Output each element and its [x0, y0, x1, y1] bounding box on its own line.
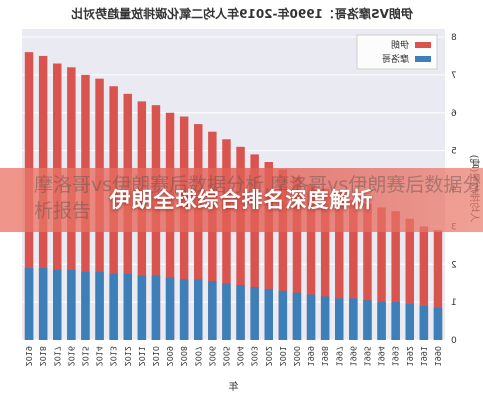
bar [306, 294, 316, 340]
x-tick-label: 2001 [278, 346, 287, 366]
banner-headline: 伊朗全球综合排名深度解析 [109, 188, 374, 212]
x-tick-label: 1992 [405, 346, 414, 366]
bar [433, 230, 443, 340]
bar [419, 226, 429, 340]
bar [264, 288, 273, 340]
bar [109, 273, 118, 340]
x-tick-label: 1994 [377, 346, 386, 366]
bar [377, 302, 386, 340]
x-tick-label: 2009 [165, 346, 174, 366]
y-tick-label: 5 [451, 147, 457, 157]
x-tick-label: 2012 [123, 346, 132, 366]
bar [194, 279, 203, 340]
bar [208, 131, 217, 340]
x-axis-label: 年 [229, 380, 239, 393]
legend-swatch [415, 42, 431, 48]
bar [194, 124, 203, 340]
bar [405, 304, 414, 340]
x-tick-label: 2005 [221, 346, 230, 366]
x-tick-label: 2011 [137, 346, 146, 366]
bar [292, 177, 302, 340]
x-tick-label: 2002 [264, 346, 273, 366]
x-tick-label: 2019 [24, 346, 33, 366]
bar [320, 296, 330, 340]
legend-label: 伊朗 [391, 39, 409, 51]
x-tick-label: 1990 [433, 346, 442, 366]
bar [363, 300, 372, 340]
banner-text: 摩洛哥vs伊朗赛后数据分析,摩洛哥vs伊朗赛后数据分析报告 [34, 174, 482, 222]
bar [222, 283, 231, 340]
bar [151, 275, 161, 340]
bar [320, 188, 330, 340]
bar [419, 305, 429, 340]
bar [292, 292, 302, 340]
x-tick-label: 1998 [320, 346, 329, 366]
x-tick-label: 2015 [80, 346, 89, 366]
bar [391, 211, 400, 340]
bar [95, 271, 104, 340]
x-tick-label: 1997 [334, 346, 343, 366]
bar [81, 271, 90, 340]
bar [38, 268, 48, 340]
bar [67, 269, 76, 340]
y-tick-label: 7 [451, 71, 457, 81]
bar [250, 154, 259, 340]
bar [391, 302, 400, 340]
bar [53, 269, 62, 340]
y-tick-label: 6 [451, 109, 457, 119]
y-tick-label: 2 [451, 260, 457, 270]
bar [349, 298, 358, 340]
bar [433, 307, 443, 340]
banner: 摩洛哥vs伊朗赛后数据分析,摩洛哥vs伊朗赛后数据分析报告 伊朗全球综合排名深度… [0, 168, 483, 232]
x-tick-label: 1999 [306, 346, 315, 366]
bar [24, 268, 34, 340]
x-tick-label: 2013 [109, 346, 118, 366]
x-tick-label: 2018 [38, 346, 47, 366]
legend-swatch [415, 56, 431, 62]
y-tick-label: 0 [451, 336, 457, 346]
x-tick-label: 2004 [236, 346, 245, 366]
x-tick-label: 1991 [419, 346, 428, 366]
legend-box [356, 34, 438, 70]
y-tick-label: 1 [451, 298, 457, 308]
x-tick-label: 2016 [66, 346, 75, 366]
bar [179, 279, 189, 340]
x-tick-label: 1993 [391, 346, 400, 366]
x-tick-label: 2017 [52, 346, 61, 366]
bar [335, 192, 344, 340]
x-tick-label: 2006 [207, 346, 216, 366]
x-tick-label: 1995 [362, 346, 371, 366]
bar [363, 203, 372, 340]
bar [137, 275, 147, 340]
x-tick-label: 2007 [193, 346, 202, 366]
bar [165, 277, 175, 340]
bar [349, 199, 358, 340]
bar [278, 290, 288, 340]
bar [236, 146, 245, 340]
y-tick-label: 8 [451, 33, 457, 43]
bar [250, 286, 259, 340]
x-tick-label: 2010 [151, 346, 160, 366]
bar [377, 207, 386, 340]
bar [208, 281, 217, 340]
bar [264, 161, 273, 340]
bar [236, 285, 245, 340]
chart-title: 伊朗VS摩洛哥：1990年-2019年人均二氧化碳排放量趋势对比 [71, 6, 414, 21]
bar [222, 139, 231, 340]
x-tick-label: 1996 [348, 346, 357, 366]
x-tick-label: 2014 [95, 346, 104, 366]
x-tick-label: 2003 [250, 346, 259, 366]
bar [278, 169, 288, 340]
legend-label: 摩洛哥 [382, 53, 409, 65]
x-tick-label: 2000 [292, 346, 301, 366]
bar [335, 298, 344, 340]
bar [405, 218, 414, 340]
bar [123, 273, 132, 340]
x-tick-label: 2008 [179, 346, 188, 366]
bar [306, 184, 316, 340]
